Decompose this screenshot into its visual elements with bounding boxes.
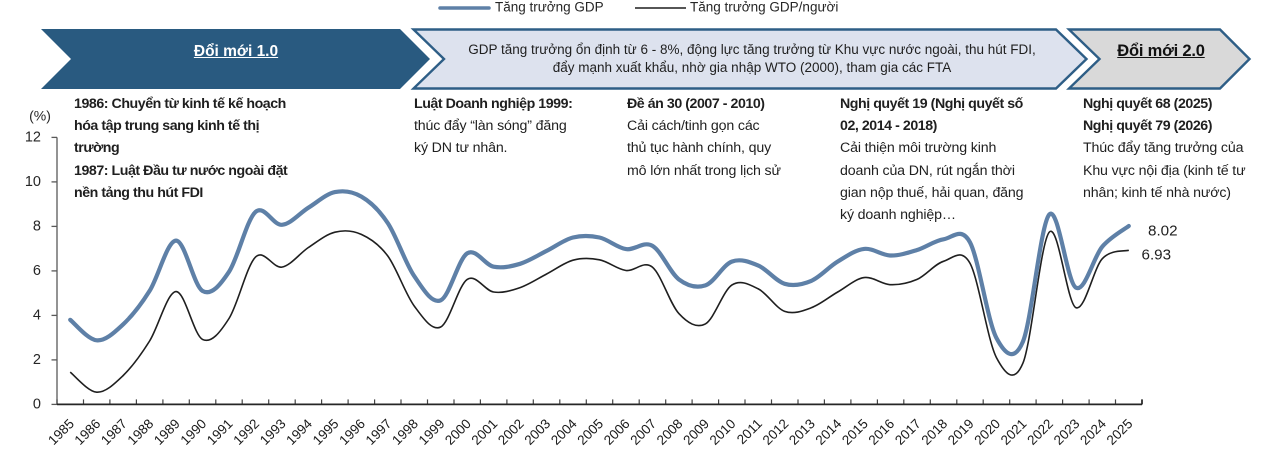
svg-text:2003: 2003	[521, 416, 553, 448]
svg-text:2014: 2014	[813, 416, 845, 448]
svg-text:1996: 1996	[336, 416, 368, 448]
svg-text:1991: 1991	[204, 416, 236, 448]
svg-text:1990: 1990	[177, 416, 209, 448]
svg-text:2007: 2007	[627, 416, 659, 448]
svg-text:1985: 1985	[45, 416, 77, 448]
svg-text:6: 6	[33, 263, 41, 279]
svg-text:2016: 2016	[865, 416, 897, 448]
svg-text:2004: 2004	[548, 416, 580, 448]
svg-text:1989: 1989	[151, 416, 183, 448]
svg-text:1986: 1986	[72, 416, 104, 448]
svg-text:8: 8	[33, 219, 41, 235]
svg-text:(%): (%)	[29, 108, 51, 124]
svg-text:2: 2	[33, 352, 41, 368]
svg-text:2001: 2001	[469, 416, 501, 448]
svg-text:Tăng trưởng GDP/người: Tăng trưởng GDP/người	[690, 0, 838, 15]
svg-text:4: 4	[33, 308, 41, 324]
svg-text:2013: 2013	[786, 416, 818, 448]
svg-text:1993: 1993	[257, 416, 289, 448]
svg-text:1995: 1995	[310, 416, 342, 448]
svg-text:2025: 2025	[1104, 416, 1136, 448]
svg-text:2024: 2024	[1077, 416, 1109, 448]
svg-text:2021: 2021	[998, 416, 1030, 448]
svg-text:12: 12	[25, 130, 41, 146]
svg-text:1994: 1994	[283, 416, 315, 448]
svg-text:1988: 1988	[125, 416, 157, 448]
svg-text:0: 0	[33, 397, 41, 413]
svg-text:Tăng trưởng GDP: Tăng trưởng GDP	[495, 0, 604, 15]
svg-text:2010: 2010	[707, 416, 739, 448]
svg-text:2009: 2009	[680, 416, 712, 448]
svg-text:6.93: 6.93	[1142, 247, 1172, 264]
svg-text:2000: 2000	[442, 416, 474, 448]
svg-text:2015: 2015	[839, 416, 871, 448]
svg-text:1992: 1992	[230, 416, 262, 448]
svg-text:8.02: 8.02	[1148, 223, 1178, 240]
svg-text:2019: 2019	[945, 416, 977, 448]
svg-text:2022: 2022	[1024, 416, 1056, 448]
svg-text:2018: 2018	[918, 416, 950, 448]
svg-text:2011: 2011	[734, 416, 765, 447]
svg-text:2002: 2002	[495, 416, 527, 448]
svg-text:2008: 2008	[654, 416, 686, 448]
svg-text:2012: 2012	[760, 416, 792, 448]
svg-text:1987: 1987	[98, 416, 130, 448]
svg-text:1998: 1998	[389, 416, 421, 448]
svg-text:1999: 1999	[416, 416, 448, 448]
svg-text:2017: 2017	[892, 416, 924, 448]
svg-text:2005: 2005	[574, 416, 606, 448]
svg-text:1997: 1997	[363, 416, 395, 448]
svg-text:2023: 2023	[1051, 416, 1083, 448]
svg-text:2020: 2020	[971, 416, 1003, 448]
svg-text:2006: 2006	[601, 416, 633, 448]
svg-text:10: 10	[25, 174, 41, 190]
